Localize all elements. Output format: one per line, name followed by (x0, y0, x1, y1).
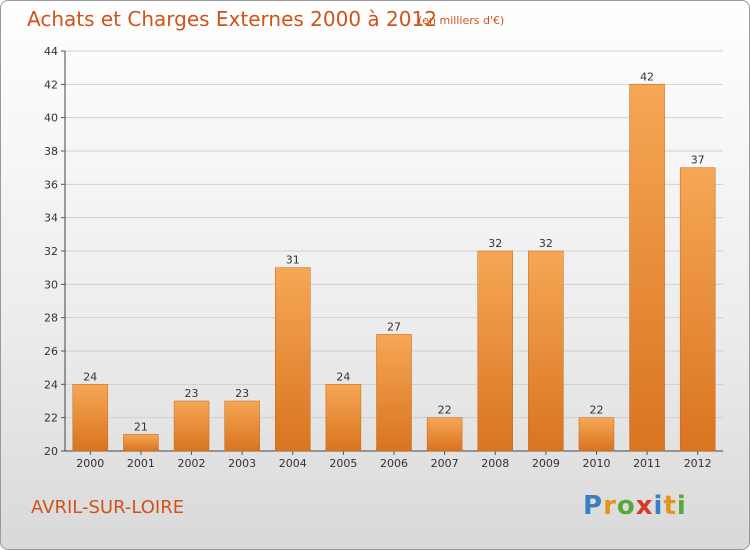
y-tick-label: 42 (44, 78, 58, 91)
x-tick-label-2011: 2011 (633, 457, 661, 470)
bar-2001 (123, 434, 159, 452)
data-label-2011: 42 (640, 70, 654, 83)
y-tick-label: 38 (44, 145, 58, 158)
bar-2007 (426, 417, 463, 452)
y-tick-label: 20 (44, 445, 58, 458)
bar-2008 (477, 250, 513, 452)
x-tick-label-2010: 2010 (582, 457, 610, 470)
data-label-2010: 22 (589, 404, 603, 417)
y-tick-label: 24 (44, 378, 58, 391)
logo-letter: x (635, 491, 654, 521)
x-tick-label-2008: 2008 (481, 457, 509, 470)
x-tick-label-2000: 2000 (76, 457, 104, 470)
x-tick-label-2009: 2009 (532, 457, 560, 470)
data-label-2008: 32 (488, 237, 502, 250)
bar-2010 (578, 417, 615, 452)
y-tick-label: 40 (44, 112, 58, 125)
data-label-2007: 22 (438, 404, 452, 417)
data-label-2012: 37 (691, 154, 705, 167)
x-tick-label-2002: 2002 (178, 457, 206, 470)
data-label-2000: 24 (83, 370, 97, 383)
data-label-2003: 23 (235, 387, 249, 400)
data-label-2002: 23 (185, 387, 199, 400)
x-tick-label-2012: 2012 (684, 457, 712, 470)
commune-name: AVRIL-SUR-LOIRE (31, 497, 185, 518)
bar-2006 (376, 334, 412, 452)
bar-2005 (325, 384, 362, 452)
logo-letter: t (663, 491, 677, 521)
bar-2004 (275, 267, 311, 452)
logo-letter: r (603, 491, 617, 521)
x-tick-label-2005: 2005 (329, 457, 357, 470)
bar-2003 (224, 400, 260, 452)
bar-2011 (629, 84, 665, 452)
data-label-2004: 31 (286, 254, 300, 267)
x-tick-label-2004: 2004 (279, 457, 307, 470)
y-tick-label: 26 (44, 345, 58, 358)
logo-letter: i (676, 491, 687, 521)
x-tick-label-2001: 2001 (127, 457, 155, 470)
y-tick-label: 44 (44, 45, 58, 58)
x-tick-label-2003: 2003 (228, 457, 256, 470)
bar-2002 (173, 400, 210, 452)
x-tick-label-2007: 2007 (431, 457, 459, 470)
y-tick-label: 22 (44, 412, 58, 425)
x-tick-label-2006: 2006 (380, 457, 408, 470)
bar-2012 (679, 167, 716, 452)
y-tick-label: 30 (44, 278, 58, 291)
proxiti-logo: Proxiti (583, 491, 687, 521)
logo-letter: P (583, 491, 604, 521)
logo-letter: i (653, 491, 664, 521)
data-label-2001: 21 (134, 420, 148, 433)
y-tick-label: 34 (44, 212, 58, 225)
y-tick-label: 32 (44, 245, 58, 258)
y-tick-label: 28 (44, 312, 58, 325)
bar-2000 (72, 384, 109, 452)
bar-2009 (528, 250, 564, 452)
data-label-2006: 27 (387, 320, 401, 333)
logo-letter: o (616, 491, 636, 521)
chart-subtitle: (en milliers d'€) (418, 14, 505, 27)
data-label-2005: 24 (336, 370, 350, 383)
chart-title: Achats et Charges Externes 2000 à 2012 (27, 7, 437, 31)
data-label-2009: 32 (539, 237, 553, 250)
y-tick-label: 36 (44, 178, 58, 191)
